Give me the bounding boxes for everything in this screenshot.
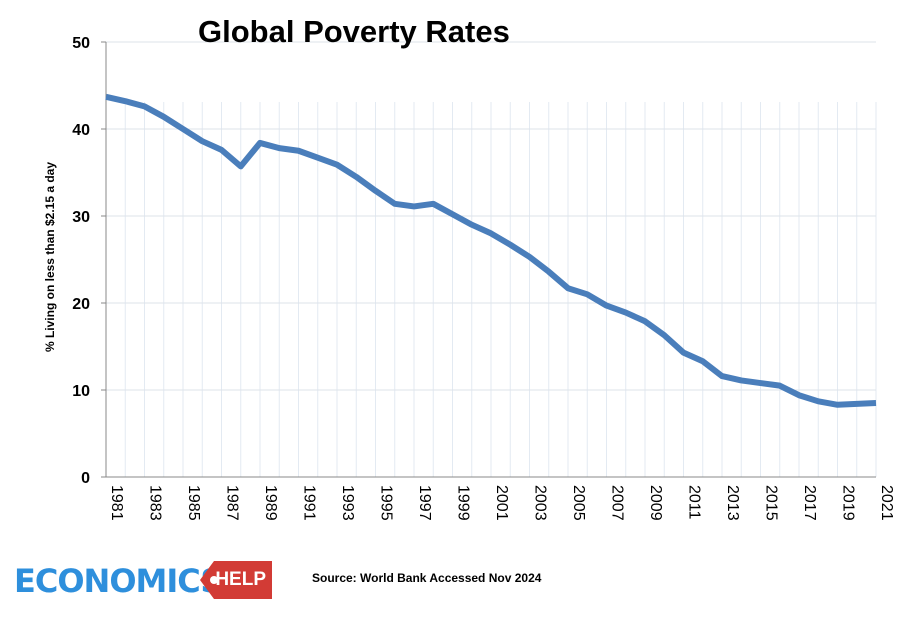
x-tick-label: 2015 <box>763 485 780 521</box>
economics-help-logo: ECONOMICS <box>14 562 223 600</box>
x-tick-label: 2011 <box>686 485 703 520</box>
x-tick-label: 1983 <box>147 485 164 521</box>
x-tick-label: 2005 <box>570 485 587 521</box>
y-axis-label: % Living on less than $2.15 a day <box>43 161 57 353</box>
x-tick-label: 2017 <box>801 485 818 521</box>
x-tick-label: 1987 <box>224 485 241 521</box>
x-tick-label: 1995 <box>378 485 395 521</box>
y-tick-label: 0 <box>81 470 90 487</box>
x-tick-label: 1997 <box>416 485 433 521</box>
x-tick-label: 2009 <box>647 485 664 521</box>
x-tick-label: 2013 <box>724 485 741 521</box>
y-tick-label: 20 <box>72 296 90 313</box>
x-tick-label: 2001 <box>493 485 510 521</box>
x-tick-label: 2003 <box>532 485 549 521</box>
x-tick-label: 1989 <box>262 485 279 521</box>
x-tick-label: 2007 <box>609 485 626 521</box>
y-tick-label: 10 <box>72 383 90 400</box>
x-tick-label: 2021 <box>878 485 895 521</box>
source-note: Source: World Bank Accessed Nov 2024 <box>312 571 542 585</box>
x-tick-label: 1991 <box>301 485 318 521</box>
y-tick-label: 50 <box>72 35 90 52</box>
x-tick-label: 1993 <box>339 485 356 521</box>
y-tick-label: 30 <box>72 209 90 226</box>
x-tick-label: 1985 <box>185 485 202 521</box>
x-tick-label: 2019 <box>840 485 857 521</box>
chart-title: Global Poverty Rates <box>198 14 510 49</box>
x-tick-label: 1981 <box>108 485 125 521</box>
logo-help-tag: HELP <box>200 561 272 599</box>
y-tick-label: 40 <box>72 122 90 139</box>
x-tick-label: 1999 <box>455 485 472 521</box>
